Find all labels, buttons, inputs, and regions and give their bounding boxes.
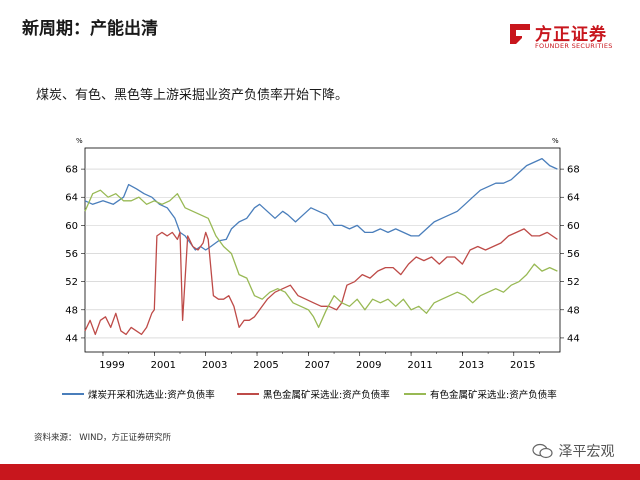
company-logo: 方正证券 FOUNDER SECURITIES — [508, 20, 628, 54]
y-tick-label-left: 56 — [65, 249, 78, 260]
y-tick-label-right: 52 — [567, 277, 580, 288]
x-tick-label: 1999 — [99, 360, 124, 371]
watermark-text: 泽平宏观 — [558, 444, 615, 460]
x-tick-label: 2003 — [202, 360, 227, 371]
y-tick-label-right: 48 — [567, 305, 580, 316]
y-tick-label-left: 44 — [65, 333, 78, 344]
y-tick-label-left: 68 — [65, 165, 78, 176]
y-tick-label-right: 56 — [567, 249, 580, 260]
series-line-1 — [84, 157, 558, 251]
x-tick-label: 2011 — [407, 360, 432, 371]
x-tick-label: 2009 — [356, 360, 381, 371]
page-subtitle: 煤炭、有色、黑色等上游采掘业资产负债率开始下降。 — [36, 88, 349, 103]
x-tick-label: 2005 — [253, 360, 278, 371]
founder-logo-icon — [510, 24, 530, 44]
wechat-icon — [532, 443, 553, 459]
line-chart: 44 44 48 48 52 52 56 56 60 60 64 64 68 68% % 1999 2001 20… — [62, 137, 580, 401]
watermark: 泽平宏观 — [532, 441, 614, 461]
y-unit-left: % — [76, 137, 83, 145]
y-tick-label-left: 48 — [65, 305, 78, 316]
y-tick-label-right: 44 — [567, 333, 580, 344]
y-tick-label-right: 64 — [567, 193, 580, 204]
y-tick-label-right: 60 — [567, 221, 580, 232]
source-note: 资料来源： WIND，方正证券研究所 — [34, 433, 172, 443]
legend-label-1: 煤炭开采和洗选业:资产负债率 — [88, 389, 215, 401]
logo-name-en: FOUNDER SECURITIES — [535, 42, 613, 50]
y-tick-label-left: 60 — [65, 221, 78, 232]
series-line-2 — [84, 228, 558, 336]
legend-label-2: 黑色金属矿采选业:资产负债率 — [263, 389, 390, 401]
series-line-3 — [84, 189, 558, 329]
page-title: 新周期：产能出清 — [22, 19, 158, 39]
footer-bar — [0, 464, 640, 480]
x-tick-label: 2007 — [305, 360, 330, 371]
legend-label-3: 有色金属矿采选业:资产负债率 — [430, 389, 557, 401]
logo-name-cn: 方正证券 — [535, 25, 607, 45]
y-unit-right: % — [552, 137, 559, 145]
y-tick-label-left: 64 — [65, 193, 78, 204]
x-tick-label: 2013 — [459, 360, 484, 371]
x-tick-label: 2001 — [151, 360, 176, 371]
x-tick-label: 2015 — [510, 360, 535, 371]
y-tick-label-left: 52 — [65, 277, 78, 288]
plot-frame — [84, 147, 561, 353]
y-tick-label-right: 68 — [567, 165, 580, 176]
